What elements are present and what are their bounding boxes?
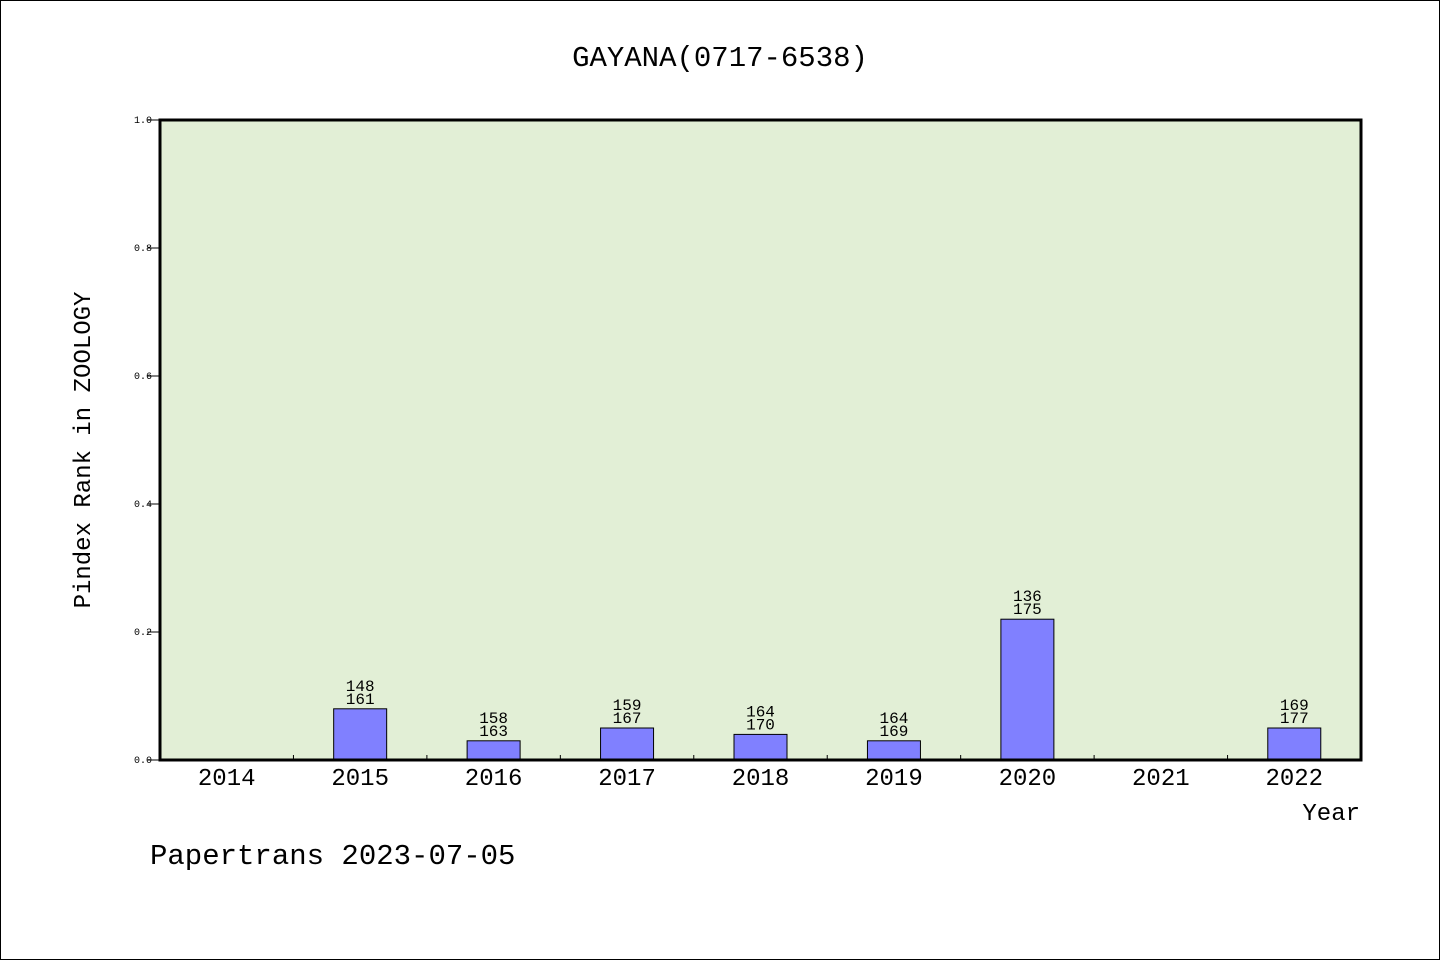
y-tick-label: 0.2 [134,628,152,639]
x-tick-label: 2019 [865,766,923,793]
bar-rank-label: 164 [746,703,775,721]
x-tick-label: 2014 [198,766,256,793]
x-tick-label: 2016 [465,766,523,793]
bar-total-label: 177 [1280,710,1309,728]
y-tick-label: 0.0 [134,756,152,767]
bar-total-label: 163 [479,723,508,741]
y-axis-label: Pindex Rank in ZOOLOGY [71,292,98,609]
bar-rank-label: 158 [479,710,508,728]
x-tick-label: 2015 [331,766,389,793]
y-tick-label: 1.0 [134,116,152,127]
bar [733,733,788,761]
bar-rank-label: 169 [1280,697,1309,715]
bar [866,740,921,761]
x-axis-label: Year [1302,801,1360,828]
x-tick-label: 2018 [732,766,790,793]
x-tick-label: 2021 [1132,766,1190,793]
bar-rank-label: 164 [880,710,909,728]
bar [466,740,521,761]
bar-total-label: 161 [346,691,375,709]
bar-total-label: 175 [1013,601,1042,619]
chart-title: GAYANA(0717-6538) [572,42,868,75]
plot-background [160,120,1361,760]
bar [600,727,655,761]
bar-rank-label: 136 [1013,588,1042,606]
x-tick-label: 2020 [999,766,1057,793]
x-tick-label: 2022 [1265,766,1323,793]
footer-text: Papertrans 2023-07-05 [150,840,515,873]
y-tick-label: 0.6 [134,372,152,383]
bar-total-label: 169 [880,723,909,741]
bar-total-label: 170 [746,716,775,734]
bar-rank-label: 148 [346,678,375,696]
bar [1267,727,1322,761]
y-tick-label: 0.8 [134,244,152,255]
bar-rank-label: 159 [613,697,642,715]
x-tick-label: 2017 [598,766,656,793]
plot-border [158,118,1363,762]
bar-total-label: 167 [613,710,642,728]
y-tick-label: 0.4 [134,500,152,511]
bar [333,708,388,761]
bar [1000,618,1055,761]
